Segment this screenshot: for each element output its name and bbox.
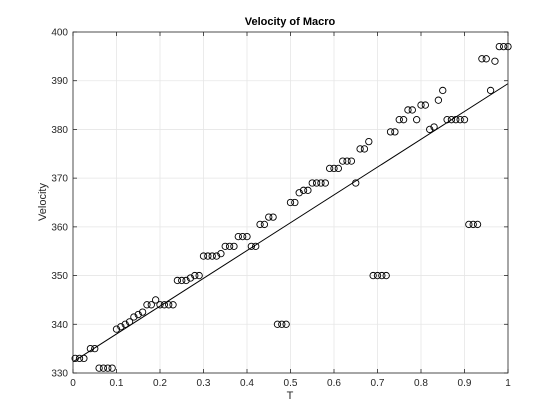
x-tick-label: 0.1 <box>110 378 124 389</box>
x-axis-label: T <box>287 390 294 402</box>
chart-title: Velocity of Macro <box>245 16 336 28</box>
x-tick-label: 0.7 <box>371 378 385 389</box>
x-tick-label: 0.9 <box>458 378 472 389</box>
y-axis-label: Velocity <box>37 183 49 221</box>
y-tick-label: 330 <box>51 369 68 380</box>
y-tick-label: 380 <box>51 125 68 136</box>
y-tick-label: 370 <box>51 174 68 185</box>
x-tick-label: 0.5 <box>284 378 298 389</box>
x-tick-label: 0.2 <box>153 378 167 389</box>
x-tick-label: 0.3 <box>197 378 211 389</box>
x-tick-label: 1 <box>505 378 511 389</box>
y-tick-label: 360 <box>51 222 68 233</box>
x-tick-label: 0.6 <box>327 378 341 389</box>
x-tick-label: 0.4 <box>240 378 254 389</box>
x-tick-label: 0.8 <box>414 378 428 389</box>
y-tick-label: 340 <box>51 320 68 331</box>
y-tick-label: 350 <box>51 271 68 282</box>
x-tick-label: 0 <box>70 378 76 389</box>
y-tick-label: 400 <box>51 28 68 39</box>
y-tick-label: 390 <box>51 76 68 87</box>
